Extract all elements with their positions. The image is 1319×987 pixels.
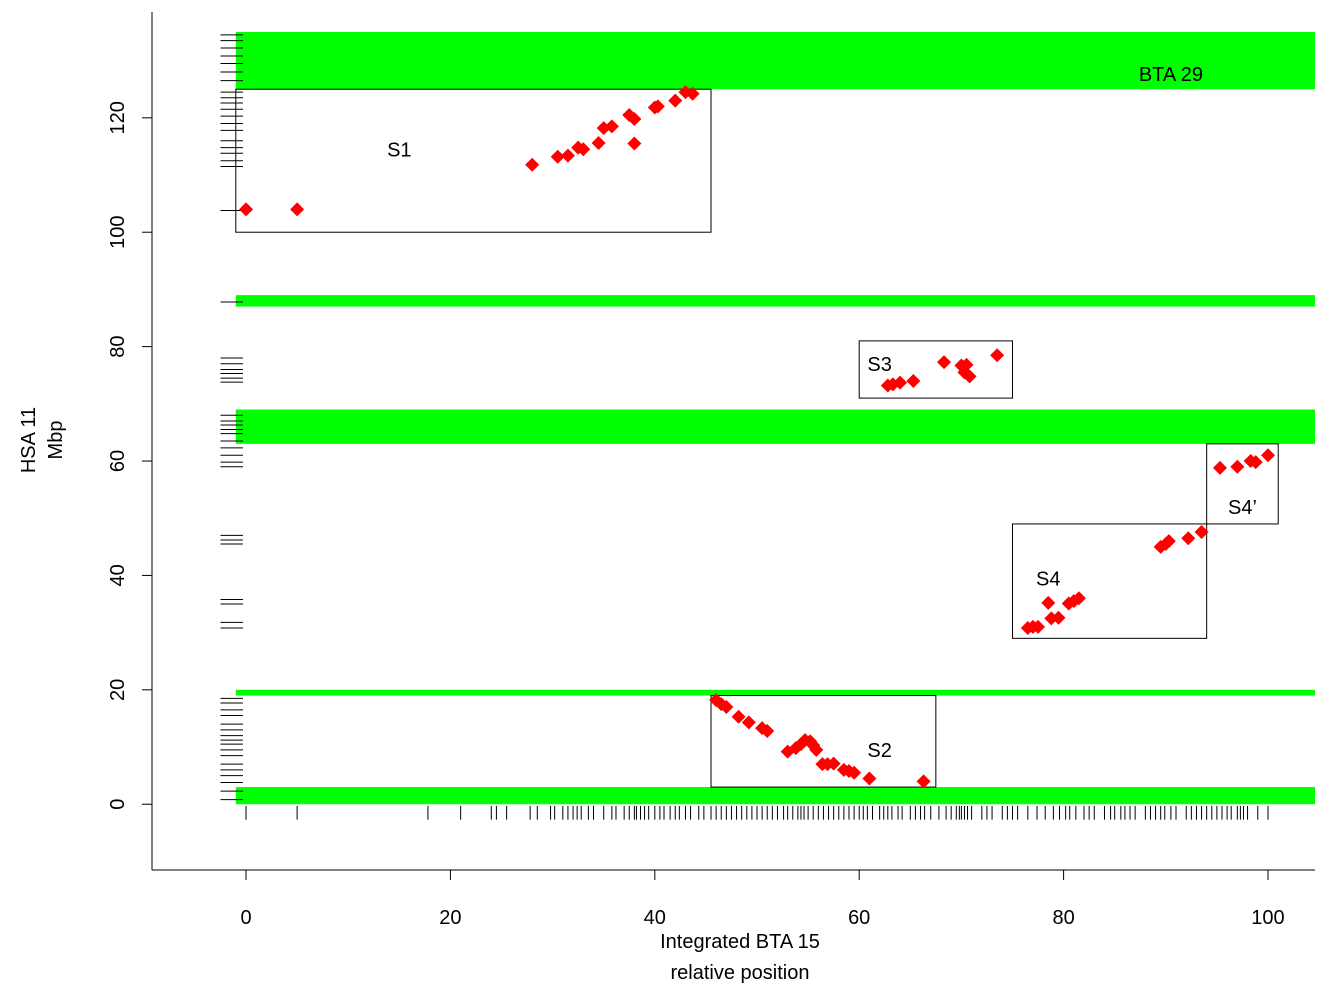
- data-point-17: [685, 86, 700, 101]
- data-point-38: [862, 771, 877, 786]
- y-tick-label-4: 80: [107, 335, 129, 357]
- segment-label-4: S4’: [1228, 497, 1257, 519]
- data-point-62: [1181, 531, 1196, 546]
- x-tick-label-2: 40: [644, 907, 666, 929]
- x-tick-label-4: 80: [1052, 907, 1074, 929]
- rug-layer: [220, 34, 1269, 820]
- band-2: [235, 409, 1316, 444]
- data-point-15: [668, 93, 683, 108]
- segment-label-2: S3: [867, 354, 891, 376]
- data-point-11: [627, 111, 642, 126]
- data-point-53: [1041, 595, 1056, 610]
- data-point-0: [239, 202, 254, 217]
- data-point-3: [550, 149, 565, 164]
- data-point-31: [809, 742, 824, 757]
- data-point-7: [591, 135, 606, 150]
- x-axis-label-line-1: Integrated BTA 15: [660, 931, 820, 953]
- data-point-4: [560, 148, 575, 163]
- data-point-24: [760, 724, 775, 739]
- label-layer: Integrated BTA 15 relative position HSA …: [18, 101, 1285, 984]
- x-axis-label-line-2: relative position: [671, 962, 810, 984]
- y-tick-label-1: 20: [107, 679, 129, 701]
- data-point-61: [1161, 534, 1176, 549]
- band-0: [235, 32, 1316, 90]
- x-tick-label-1: 20: [439, 907, 461, 929]
- data-point-9: [604, 119, 619, 134]
- data-point-43: [906, 373, 921, 388]
- data-point-12: [627, 136, 642, 151]
- y-tick-label-5: 100: [107, 216, 129, 249]
- data-point-58: [1071, 591, 1086, 606]
- segment-box-s4: [1011, 523, 1208, 639]
- segment-label-0: S1: [387, 139, 411, 161]
- segment-box-layer: S1 S2 S3 S4 S4’: [235, 88, 1279, 788]
- y-tick-label-0: 0: [107, 799, 129, 810]
- data-point-39: [916, 774, 931, 789]
- segment-label-1: S2: [867, 740, 891, 762]
- data-point-20: [719, 699, 734, 714]
- data-point-67: [1248, 455, 1263, 470]
- data-point-21: [731, 709, 746, 724]
- band-1: [235, 295, 1316, 307]
- x-tick-label-5: 100: [1251, 907, 1284, 929]
- x-tick-label-0: 0: [240, 907, 251, 929]
- data-point-14: [650, 99, 665, 114]
- segment-box-s1: [235, 88, 712, 233]
- data-point-1: [290, 202, 305, 217]
- data-point-2: [525, 157, 540, 172]
- band-3: [235, 689, 1316, 696]
- segment-box-s2: [710, 695, 937, 788]
- y-axis-label-line-1: HSA 11: [18, 407, 40, 473]
- data-point-34: [826, 756, 841, 771]
- data-point-52: [1031, 619, 1046, 634]
- y-tick-label-2: 40: [107, 564, 129, 586]
- axes: [142, 12, 1315, 880]
- x-tick-label-3: 60: [848, 907, 870, 929]
- data-point-55: [1051, 610, 1066, 625]
- segment-label-3: S4: [1036, 568, 1060, 590]
- data-point-44: [937, 355, 952, 370]
- band-4: [235, 787, 1316, 805]
- data-point-22: [741, 715, 756, 730]
- data-point-63: [1194, 524, 1209, 539]
- segment-box-s4: [1206, 443, 1279, 525]
- data-point-37: [847, 765, 862, 780]
- data-point-65: [1230, 459, 1245, 474]
- point-layer: [239, 85, 1275, 789]
- band-label-0: BTA 29: [1139, 64, 1203, 86]
- data-point-6: [576, 142, 591, 157]
- segment-box-s3: [858, 340, 1013, 399]
- y-axis-label-line-2: Mbp: [45, 421, 67, 460]
- band-layer: BTA 29: [235, 32, 1316, 805]
- y-tick-label-3: 60: [107, 450, 129, 472]
- data-point-49: [990, 348, 1005, 363]
- data-point-48: [962, 369, 977, 384]
- y-tick-label-6: 120: [107, 101, 129, 134]
- data-point-68: [1260, 448, 1275, 463]
- data-point-64: [1212, 460, 1227, 475]
- data-point-42: [893, 375, 908, 390]
